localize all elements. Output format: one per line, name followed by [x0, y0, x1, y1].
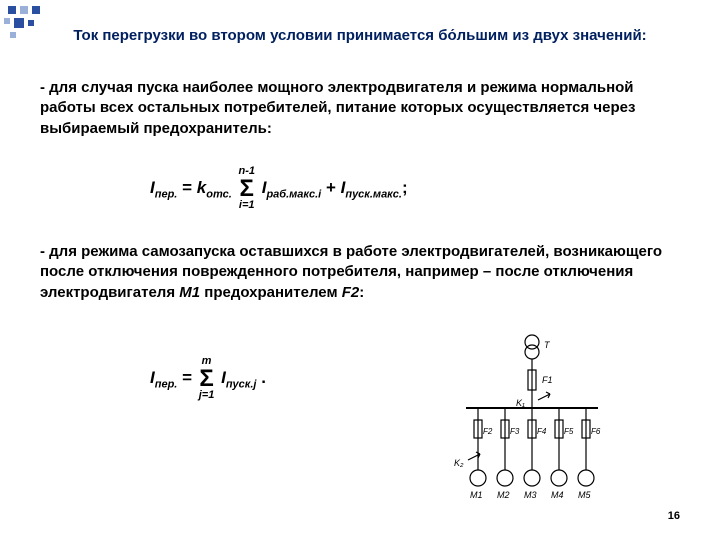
- svg-text:F5: F5: [564, 427, 574, 436]
- svg-text:T: T: [544, 340, 551, 350]
- formula-1: Iпер. = kотс. n-1 Σ i=1 Iраб.макс.i + Iп…: [150, 166, 408, 211]
- svg-text:F1: F1: [542, 375, 553, 385]
- formula-2: Iпер. = m Σ j=1 Iпуск.j .: [150, 356, 266, 401]
- svg-text:M3: M3: [524, 490, 537, 500]
- svg-text:M2: M2: [497, 490, 510, 500]
- circuit-diagram: T F1 K₁ F2 M1 F3 M2 F4 M3 F5 M4 F6 M5 K₂: [432, 330, 632, 510]
- svg-text:M1: M1: [470, 490, 483, 500]
- svg-text:F2: F2: [483, 427, 493, 436]
- svg-text:M4: M4: [551, 490, 564, 500]
- svg-text:F6: F6: [591, 427, 601, 436]
- svg-text:F4: F4: [537, 427, 547, 436]
- slide-title: Ток перегрузки во втором условии принима…: [60, 26, 660, 46]
- paragraph-1: - для случая пуска наиболее мощного элек…: [40, 78, 680, 139]
- svg-text:F3: F3: [510, 427, 520, 436]
- paragraph-2: - для режима самозапуска оставшихся в ра…: [40, 242, 680, 303]
- svg-text:M5: M5: [578, 490, 591, 500]
- svg-text:K₁: K₁: [516, 398, 525, 408]
- page-number: 16: [668, 510, 680, 522]
- svg-text:K₂: K₂: [454, 458, 464, 468]
